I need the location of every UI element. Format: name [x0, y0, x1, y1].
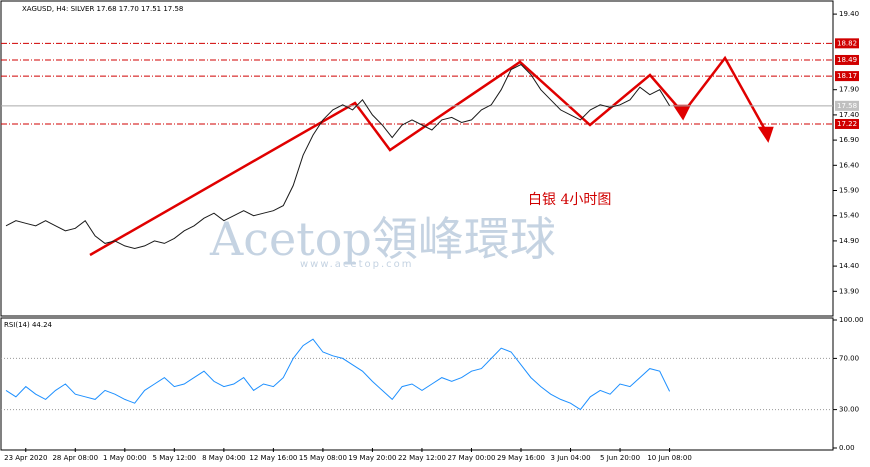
y-tick-label: 13.90: [839, 287, 859, 295]
level-label: 17.22: [837, 120, 857, 128]
watermark-url: www.acetop.com: [300, 259, 414, 270]
x-tick-label: 19 May 20:00: [348, 454, 396, 462]
x-tick-label: 27 May 00:00: [447, 454, 495, 462]
current-price-label: 17.58: [837, 102, 857, 110]
x-tick-label: 5 Jun 20:00: [600, 454, 640, 462]
y-tick-label: 15.40: [839, 212, 859, 220]
x-tick-label: 22 May 12:00: [398, 454, 446, 462]
price-frame: [0, 0, 834, 317]
y-tick-label: 19.40: [839, 10, 859, 18]
x-tick-label: 28 Apr 08:00: [52, 454, 98, 462]
level-tag: [835, 71, 859, 82]
y-tick-label: 30.00: [839, 406, 859, 414]
annotation: 白银 4小时图: [528, 192, 611, 208]
x-tick-label: 12 May 16:00: [249, 454, 297, 462]
watermark: Acetop領峰環球: [209, 212, 556, 266]
level-label: 18.49: [837, 56, 857, 64]
y-tick-label: 17.40: [839, 111, 859, 119]
y-tick-label: 15.90: [839, 187, 859, 195]
rsi-frame: [0, 317, 834, 451]
x-tick-label: 29 May 16:00: [497, 454, 545, 462]
y-tick-label: 16.40: [839, 161, 859, 169]
y-tick-label: 14.90: [839, 237, 859, 245]
x-tick-label: 10 Jun 08:00: [647, 454, 691, 462]
x-tick-label: 8 May 04:00: [202, 454, 246, 462]
chart-title: XAGUSD, H4: SILVER 17.68 17.70 17.51 17.…: [22, 5, 183, 13]
series-line: [5, 338, 671, 411]
x-tick-label: 3 Jun 04:00: [551, 454, 591, 462]
y-tick-label: 70.00: [839, 354, 859, 362]
y-tick-label: 17.90: [839, 86, 859, 94]
series-line: [5, 63, 671, 250]
x-tick-label: 15 May 08:00: [299, 454, 347, 462]
level-tag: [835, 118, 859, 129]
level-tag: [835, 38, 859, 49]
rsi-title: RSI(14) 44.24: [4, 321, 53, 329]
x-tick-label: 23 Apr 2020: [4, 454, 47, 462]
level-label: 18.82: [837, 39, 857, 47]
current-price-tag: [835, 100, 859, 111]
level-label: 18.17: [837, 72, 857, 80]
x-tick-label: 5 May 12:00: [153, 454, 197, 462]
y-tick-label: 100.00: [839, 316, 864, 324]
y-tick-label: 0.00: [839, 444, 855, 452]
y-tick-label: 16.90: [839, 136, 859, 144]
level-tag: [835, 54, 859, 65]
x-tick-label: 1 May 00:00: [103, 454, 147, 462]
y-tick-label: 14.40: [839, 262, 859, 270]
